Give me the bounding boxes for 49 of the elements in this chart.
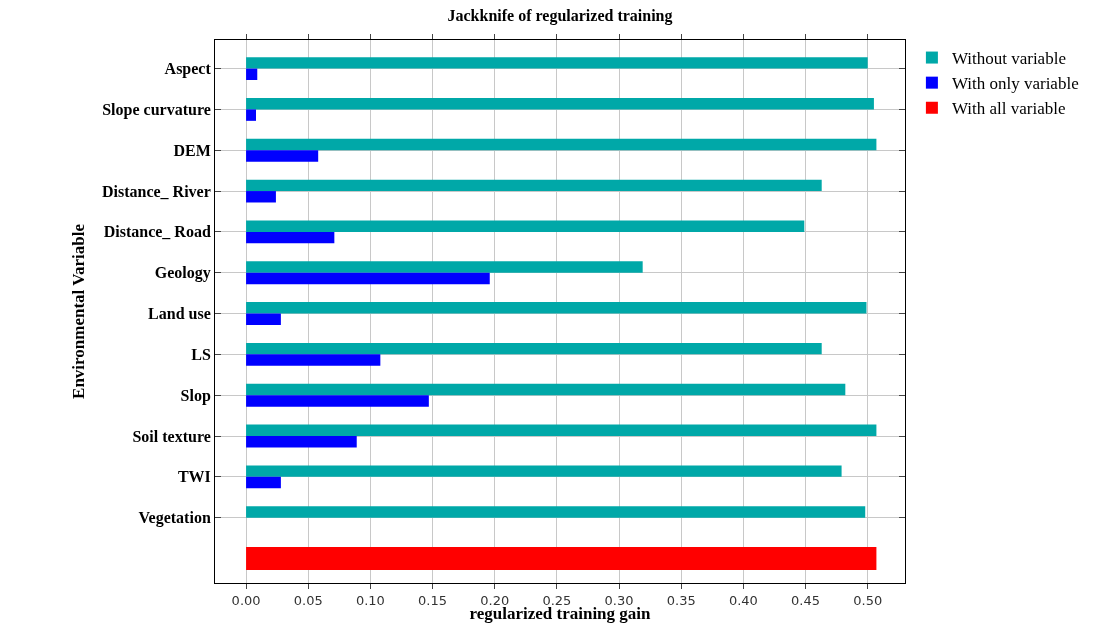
bar <box>246 272 490 285</box>
y-tick-label: Soil texture <box>132 427 211 445</box>
legend-label: With only variable <box>951 74 1079 94</box>
legend-label: With all variable <box>951 99 1066 119</box>
bar <box>246 506 866 518</box>
y-tick-label: Distance_ Road <box>103 223 211 241</box>
x-tick-label: 0.50 <box>853 592 883 608</box>
x-tick-label: 0.45 <box>791 592 821 608</box>
bar <box>246 138 877 151</box>
bar <box>246 57 868 69</box>
bar <box>246 436 357 448</box>
x-tick-label: 0.10 <box>355 592 385 608</box>
y-tick-label: Geology <box>154 264 211 283</box>
bar <box>246 231 335 244</box>
x-tick-label: 0.00 <box>231 592 261 608</box>
y-tick-label: Land use <box>148 305 211 323</box>
bar <box>246 261 643 273</box>
bar <box>246 342 822 355</box>
y-tick-label: Slope curvature <box>102 101 211 120</box>
bar <box>246 68 258 81</box>
y-tick-label: Distance_ River <box>101 182 211 200</box>
bar <box>246 109 257 121</box>
bar <box>246 302 867 314</box>
y-tick-label: Slop <box>180 386 211 405</box>
x-tick-label: 0.40 <box>728 592 758 608</box>
y-tick-label: LS <box>191 345 211 363</box>
y-tick-label: TWI <box>177 468 211 486</box>
y-tick-label: DEM <box>173 141 211 159</box>
chart-title: Jackknife of regularized training <box>447 6 673 25</box>
bar <box>246 179 822 192</box>
bar <box>246 150 319 162</box>
y-tick-label: Aspect <box>164 60 212 79</box>
bar <box>246 354 381 366</box>
bar <box>246 191 276 203</box>
bar <box>246 465 842 477</box>
bar <box>246 220 805 232</box>
y-tick-label: Vegetation <box>138 509 211 528</box>
bar <box>246 547 877 570</box>
bar <box>246 97 874 110</box>
x-tick-label: 0.05 <box>293 592 323 608</box>
bar <box>246 395 429 407</box>
x-tick-label: 0.35 <box>666 592 696 608</box>
bar <box>246 313 281 325</box>
legend-label: Without variable <box>951 49 1066 69</box>
bar <box>246 476 281 489</box>
bar <box>246 424 877 437</box>
x-tick-label: 0.15 <box>418 592 448 608</box>
bar <box>246 383 846 396</box>
y-axis-title: Environmental Variable <box>69 223 89 399</box>
